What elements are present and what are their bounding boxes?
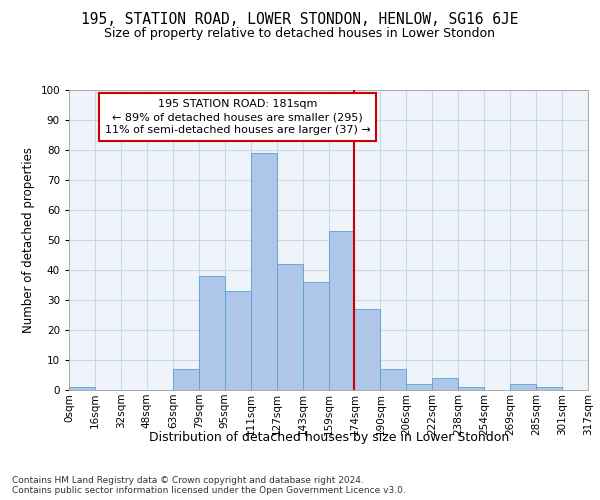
Bar xyxy=(277,264,302,390)
Bar xyxy=(199,276,224,390)
Bar xyxy=(329,231,355,390)
Bar xyxy=(69,387,95,390)
Bar xyxy=(380,369,406,390)
Bar xyxy=(302,282,329,390)
Bar xyxy=(251,153,277,390)
Bar xyxy=(406,384,432,390)
Bar xyxy=(458,387,484,390)
Bar xyxy=(355,309,380,390)
Bar xyxy=(510,384,536,390)
Text: Distribution of detached houses by size in Lower Stondon: Distribution of detached houses by size … xyxy=(149,431,509,444)
Bar xyxy=(433,378,458,390)
Bar xyxy=(173,369,199,390)
Text: Size of property relative to detached houses in Lower Stondon: Size of property relative to detached ho… xyxy=(104,28,496,40)
Text: 195, STATION ROAD, LOWER STONDON, HENLOW, SG16 6JE: 195, STATION ROAD, LOWER STONDON, HENLOW… xyxy=(81,12,519,28)
Text: Contains HM Land Registry data © Crown copyright and database right 2024.
Contai: Contains HM Land Registry data © Crown c… xyxy=(12,476,406,495)
Bar xyxy=(536,387,562,390)
Text: 195 STATION ROAD: 181sqm
← 89% of detached houses are smaller (295)
11% of semi-: 195 STATION ROAD: 181sqm ← 89% of detach… xyxy=(105,99,371,136)
Bar xyxy=(225,291,251,390)
Y-axis label: Number of detached properties: Number of detached properties xyxy=(22,147,35,333)
